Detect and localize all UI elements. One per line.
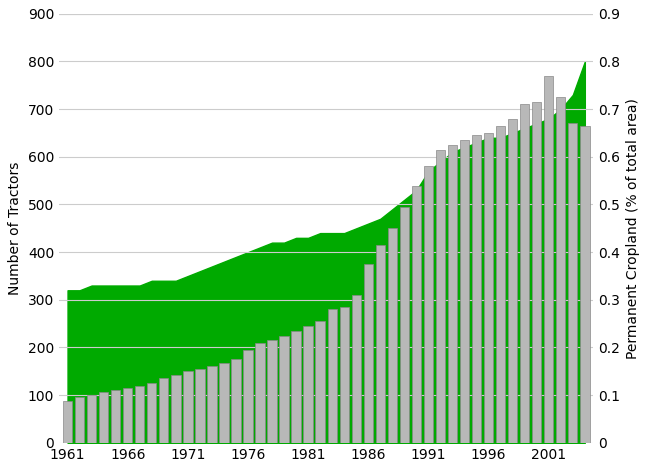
Bar [268,340,277,443]
Bar [171,375,181,443]
Bar [520,104,529,443]
Bar [400,207,409,443]
Bar [111,391,121,443]
Bar [123,388,132,443]
Bar [580,126,590,443]
Bar [292,331,301,443]
Bar [207,366,216,443]
Bar [87,395,97,443]
Bar [327,309,337,443]
Bar [484,133,493,443]
Bar [568,124,577,443]
Bar [99,392,108,443]
Bar [75,397,84,443]
Bar [496,126,505,443]
Bar [135,385,145,443]
Bar [532,102,541,443]
Bar [231,360,240,443]
Bar [159,378,168,443]
Bar [219,363,229,443]
Bar [435,149,445,443]
Bar [556,97,566,443]
Bar [544,76,553,443]
Bar [424,166,433,443]
Bar [303,326,313,443]
Bar [460,140,469,443]
Bar [340,307,349,443]
Bar [388,228,397,443]
Bar [352,295,361,443]
Bar [255,343,265,443]
Bar [279,336,289,443]
Bar [63,401,72,443]
Y-axis label: Number of Tractors: Number of Tractors [8,162,22,295]
Bar [448,145,457,443]
Y-axis label: Permanent Cropland (% of total area): Permanent Cropland (% of total area) [626,98,640,359]
Bar [147,383,156,443]
Bar [472,135,481,443]
Bar [316,321,325,443]
Bar [411,187,421,443]
Bar [364,264,373,443]
Bar [508,119,517,443]
Bar [183,371,192,443]
Bar [195,369,205,443]
Bar [243,350,253,443]
Bar [376,245,385,443]
